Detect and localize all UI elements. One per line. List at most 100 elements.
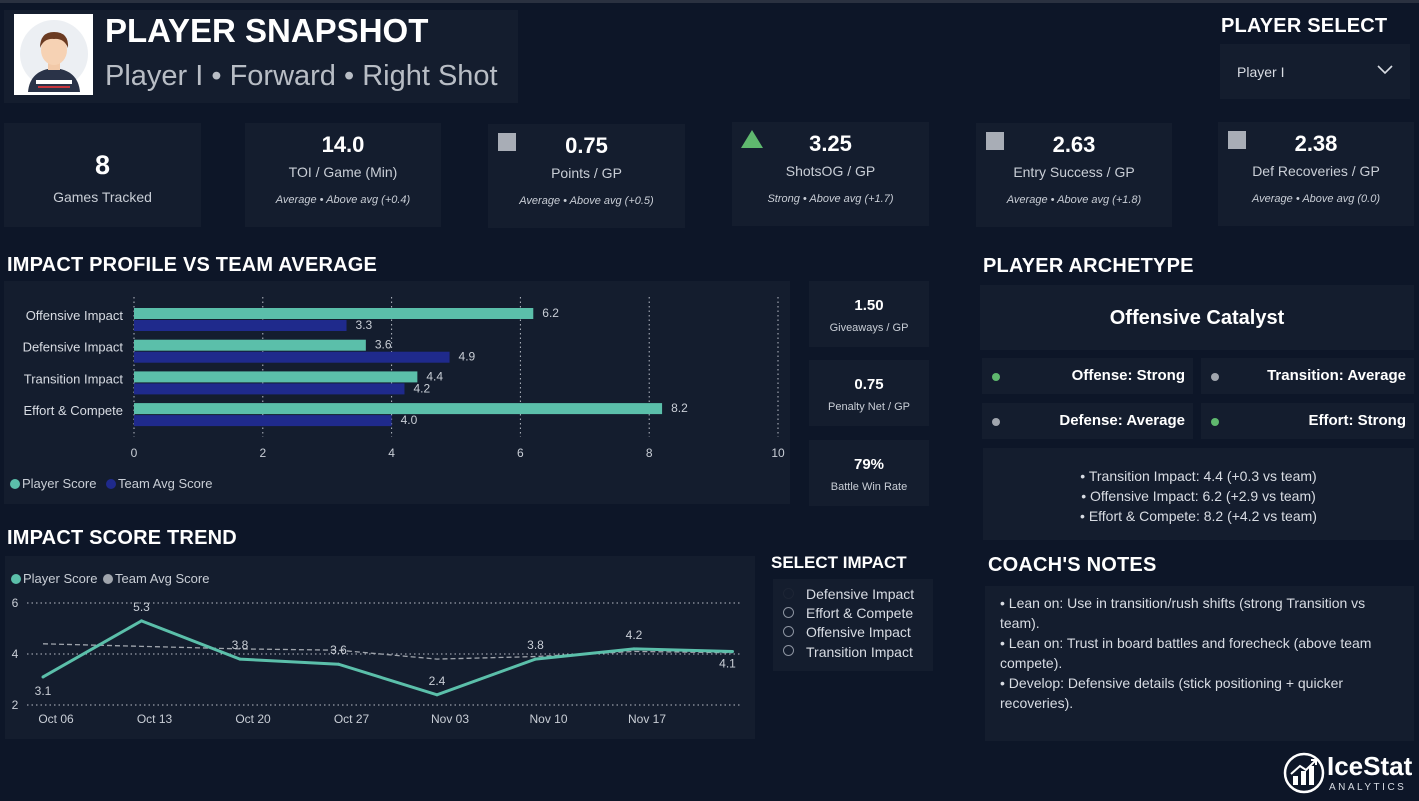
team-score-data-label: 4.0 — [401, 413, 418, 427]
data-label: 3.6 — [330, 643, 347, 657]
kpi-label: TOI / Game (Min) — [288, 164, 398, 180]
option-label[interactable]: Effort & Compete — [806, 605, 914, 621]
highlight-line: • Transition Impact: 4.4 (+0.3 vs team) — [1080, 468, 1317, 484]
radio-icon[interactable] — [783, 645, 794, 656]
kpi-toi: 14.0 TOI / Game (Min) Average • Above av… — [245, 123, 441, 227]
x-tick-label: 2 — [259, 446, 266, 460]
archetype-title: PLAYER ARCHETYPE — [983, 255, 1194, 277]
player-select-title: PLAYER SELECT — [1221, 15, 1388, 37]
team-score-bar — [134, 351, 450, 363]
select-impact-title: SELECT IMPACT — [771, 553, 907, 572]
kpi-subtext: Strong • Above avg (+1.7) — [767, 193, 894, 205]
kpi-shots: 3.25 ShotsOG / GP Strong • Above avg (+1… — [732, 122, 929, 226]
stat-label: Battle Win Rate — [830, 481, 908, 493]
impact-trend-chart: 2 4 6 Oct 06 Oct 13 Oct 20 Oct 27 Nov 03 Nov 10 N… — [12, 596, 741, 726]
option-label[interactable]: Transition Impact — [806, 644, 913, 660]
player-score-point — [731, 649, 734, 653]
x-tick-label: Nov 17 — [628, 712, 666, 726]
player-select-dropdown[interactable]: Player I — [1220, 44, 1410, 99]
stat-battle-win-rate: 79% Battle Win Rate — [809, 440, 929, 506]
data-label: 5.3 — [133, 600, 150, 614]
kpi-subtext: Average • Above avg (0.0) — [1252, 193, 1380, 205]
x-tick-label: Nov 03 — [431, 712, 469, 726]
stat-value: 1.50 — [854, 297, 884, 314]
x-tick-label: Oct 20 — [235, 712, 271, 726]
impact-profile-legend: Player Score Team Avg Score — [10, 476, 212, 491]
x-tick-label: Oct 13 — [137, 712, 173, 726]
player-score-bar — [134, 339, 366, 351]
archetype-name-panel: Offensive Catalyst — [980, 285, 1414, 350]
kpi-value: 0.75 — [565, 133, 608, 158]
kpi-subtext: Average • Above avg (+0.5) — [519, 195, 654, 207]
chevron-down-icon — [1377, 65, 1393, 75]
player-score-data-label: 6.2 — [542, 306, 559, 320]
archetype-name: Offensive Catalyst — [1109, 307, 1285, 329]
data-label: 3.1 — [35, 684, 52, 698]
select-impact-panel: Defensive Impact Effort & Compete Offens… — [773, 579, 933, 671]
kpi-entry-success: 2.63 Entry Success / GP Average • Above … — [976, 123, 1172, 227]
player-score-point — [435, 693, 439, 697]
stat-value: 79% — [853, 456, 885, 473]
rating-effort: Effort: Strong — [1201, 403, 1414, 439]
stat-penalty-net: 0.75 Penalty Net / GP — [809, 360, 929, 426]
trend-legend: Player Score Team Avg Score — [11, 571, 209, 586]
kpi-value: 2.63 — [1052, 132, 1096, 157]
team-score-bar — [134, 415, 392, 427]
note-line: • Lean on: Use in transition/rush shifts… — [1000, 595, 1366, 611]
games-tracked-label: Games Tracked — [53, 189, 152, 205]
category-label: Defensive Impact — [23, 340, 124, 355]
header-panel: PLAYER SNAPSHOT Player I • Forward • Rig… — [4, 10, 518, 103]
rating-text: Defense: Average — [1059, 412, 1185, 429]
highlight-line: • Effort & Compete: 8.2 (+4.2 vs team) — [1080, 508, 1317, 524]
average-indicator-icon — [1228, 131, 1246, 149]
kpi-label: Def Recoveries / GP — [1252, 163, 1380, 179]
player-score-point — [41, 675, 45, 679]
kpi-value: 14.0 — [321, 132, 365, 157]
legend-team-dot — [106, 479, 117, 489]
player-score-point — [238, 657, 242, 661]
player-subtitle: Player I • Forward • Right Shot — [105, 60, 498, 92]
rating-transition: Transition: Average — [1201, 358, 1414, 394]
player-score-bar — [134, 403, 663, 415]
legend-team-dot — [103, 574, 114, 584]
player-score-bar — [134, 371, 418, 383]
impact-profile-title: IMPACT PROFILE VS TEAM AVERAGE — [7, 254, 378, 276]
x-tick-label: 8 — [646, 446, 653, 460]
strong-up-triangle-icon — [741, 130, 763, 148]
stat-giveaways: 1.50 Giveaways / GP — [809, 281, 929, 347]
team-score-data-label: 4.2 — [413, 381, 430, 395]
player-score-trend-line — [42, 619, 733, 697]
option-label[interactable]: Defensive Impact — [806, 586, 915, 602]
archetype-highlights: • Transition Impact: 4.4 (+0.3 vs team) … — [983, 448, 1414, 540]
radio-icon[interactable] — [783, 626, 794, 637]
player-score-data-label: 4.4 — [426, 369, 443, 383]
team-avg-trend-line — [42, 643, 733, 660]
note-line: • Develop: Defensive details (stick posi… — [1000, 675, 1344, 691]
rating-defense: Defense: Average — [982, 403, 1193, 439]
note-line: team). — [1000, 615, 1040, 631]
x-tick-label: 4 — [388, 446, 395, 460]
impact-profile-chart: 0 2 4 6 8 10 Offensive Impact 6.2 3.3 Defensive I… — [23, 297, 785, 460]
kpi-def-recoveries: 2.38 Def Recoveries / GP Average • Above… — [1218, 122, 1414, 226]
brand-logo: IceStat ANALYTICS — [1283, 751, 1415, 797]
coach-notes-title: COACH'S NOTES — [988, 554, 1157, 576]
player-score-point — [140, 619, 143, 623]
option-label[interactable]: Offensive Impact — [806, 624, 911, 640]
x-tick-label: 10 — [771, 446, 785, 460]
trend-panel: 2 4 6 Oct 06 Oct 13 Oct 20 Oct 27 Nov 03 Nov 10 N… — [5, 556, 755, 739]
rating-text: Offense: Strong — [1071, 367, 1185, 384]
kpi-value: 3.25 — [809, 131, 852, 156]
coach-notes-panel: • Lean on: Use in transition/rush shifts… — [985, 586, 1414, 741]
legend-player-label: Player Score — [22, 476, 97, 491]
note-line: recoveries). — [1000, 695, 1074, 711]
y-tick-label: 2 — [12, 698, 19, 712]
radio-icon[interactable] — [783, 607, 794, 618]
rating-text: Effort: Strong — [1308, 412, 1406, 429]
x-tick-label: Oct 27 — [334, 712, 370, 726]
x-tick-label: 0 — [131, 446, 138, 460]
radio-icon[interactable] — [783, 588, 794, 599]
analytics-chart-icon — [1283, 752, 1325, 794]
player-score-data-label: 8.2 — [671, 401, 688, 415]
team-score-bar — [134, 320, 347, 331]
x-tick-label: Nov 10 — [529, 712, 567, 726]
